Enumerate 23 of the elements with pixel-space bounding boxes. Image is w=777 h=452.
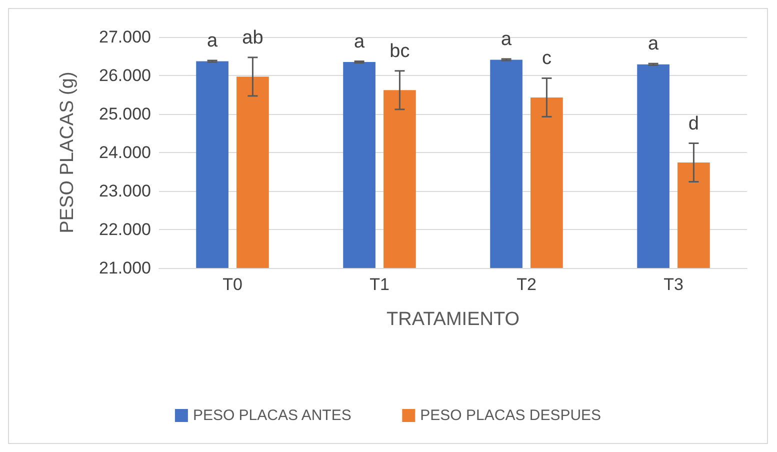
annotation: a [354, 31, 365, 52]
x-tick-label: T3 [664, 275, 684, 294]
annotation: a [648, 34, 659, 55]
x-tick-label: T0 [222, 275, 242, 294]
y-tick-label: 21.000 [99, 258, 151, 278]
y-tick-label: 27.000 [99, 28, 151, 46]
y-tick-label: 25.000 [99, 104, 151, 124]
y-tick-label: 26.000 [99, 66, 151, 85]
x-axis-title: TRATAMIENTO [386, 309, 520, 330]
annotation: c [542, 48, 552, 70]
annotation: a [207, 30, 218, 52]
y-tick-label: 23.000 [99, 182, 151, 200]
annotation: d [688, 113, 699, 134]
annotation: bc [390, 40, 410, 62]
annotation: a [501, 28, 512, 50]
x-tick-label: T2 [516, 275, 536, 294]
x-tick-label: T1 [370, 275, 390, 294]
y-axis-title: PESO PLACAS (g) [57, 72, 78, 234]
legend-label: PESO PLACAS DESPUES [420, 407, 602, 424]
legend-label: PESO PLACAS ANTES [192, 407, 352, 424]
annotation: ab [242, 27, 264, 48]
y-tick-label: 24.000 [99, 143, 151, 162]
y-tick-label: 22.000 [99, 220, 151, 239]
